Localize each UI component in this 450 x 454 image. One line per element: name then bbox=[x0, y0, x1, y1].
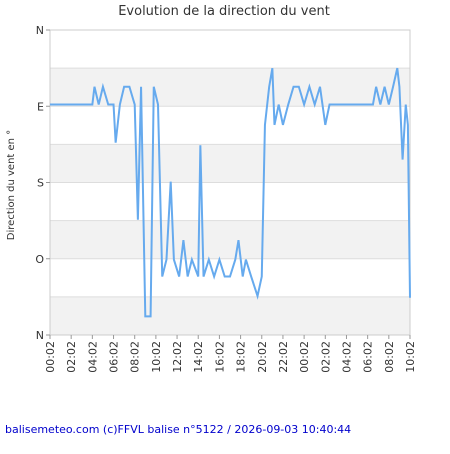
grid-band bbox=[50, 220, 410, 259]
x-tick-label: 08:02 bbox=[383, 341, 396, 373]
x-tick-label: 02:02 bbox=[65, 341, 78, 373]
y-tick-label: S bbox=[37, 177, 44, 190]
grid-band bbox=[50, 68, 410, 107]
x-tick-label: 04:02 bbox=[340, 341, 353, 373]
wind-direction-line bbox=[50, 67, 411, 318]
y-tick-label: N bbox=[36, 329, 44, 342]
x-tick-label: 08:02 bbox=[129, 341, 142, 373]
x-tick-label: 10:02 bbox=[150, 341, 163, 373]
x-tick-label: 06:02 bbox=[108, 341, 121, 373]
x-tick-label: 14:02 bbox=[192, 341, 205, 373]
footer: balisemeteo.com (c)FFVL balise n°5122 / … bbox=[5, 423, 351, 436]
grid-band bbox=[50, 144, 410, 183]
x-tick-label: 20:02 bbox=[256, 341, 269, 373]
x-tick-label: 00:02 bbox=[298, 341, 311, 373]
x-tick-label: 22:02 bbox=[277, 341, 290, 373]
y-tick-label: O bbox=[35, 253, 44, 266]
y-axis-label: Direction du vent en ° bbox=[6, 130, 17, 240]
x-tick-label: 04:02 bbox=[86, 341, 99, 373]
grid-band bbox=[50, 296, 410, 335]
chart-title: Evolution de la direction du vent bbox=[118, 4, 330, 19]
y-tick-label: N bbox=[36, 24, 44, 37]
x-tick-label: 18:02 bbox=[235, 341, 248, 373]
x-tick-label: 00:02 bbox=[44, 341, 57, 373]
x-tick-label: 02:02 bbox=[319, 341, 332, 373]
x-tick-label: 12:02 bbox=[171, 341, 184, 373]
x-tick-label: 10:02 bbox=[404, 341, 417, 373]
x-tick-label: 16:02 bbox=[213, 341, 226, 373]
y-tick-label: E bbox=[37, 100, 44, 113]
x-tick-label: 06:02 bbox=[362, 341, 375, 373]
